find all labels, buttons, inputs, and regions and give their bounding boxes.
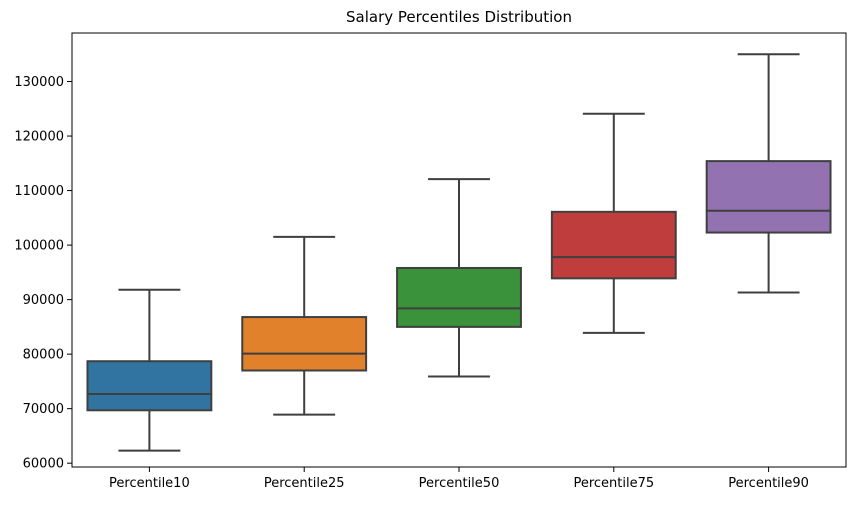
iqr-box	[86, 360, 213, 412]
y-axis-ticks: 60000 70000 80000 90000 100000 110000 120000 13…	[14, 75, 72, 472]
x-tick-label: Percentile10	[109, 476, 190, 491]
box-percentile10	[86, 288, 213, 452]
chart-title: Salary Percentiles Distribution	[346, 8, 572, 26]
y-tick-label: 70000	[23, 402, 64, 417]
iqr-box	[241, 316, 368, 372]
box-percentile50	[396, 178, 522, 378]
y-tick-label: 80000	[23, 348, 64, 363]
y-tick-label: 60000	[23, 457, 64, 472]
x-tick-label: Percentile75	[573, 476, 654, 491]
y-tick-label: 110000	[14, 184, 64, 199]
box-percentile90	[705, 53, 832, 294]
y-tick-label: 120000	[14, 130, 64, 145]
boxes-group	[86, 53, 832, 452]
iqr-box	[705, 160, 832, 234]
y-tick-label: 90000	[23, 293, 64, 308]
y-tick-label: 130000	[14, 75, 64, 90]
x-tick-label: Percentile90	[728, 476, 809, 491]
box-percentile75	[550, 112, 677, 334]
box-percentile25	[241, 235, 368, 416]
x-tick-label: Percentile50	[419, 476, 500, 491]
x-axis-ticks: Percentile10 Percentile25 Percentile50 Perc…	[109, 467, 809, 491]
y-tick-label: 100000	[14, 239, 64, 254]
x-tick-label: Percentile25	[264, 476, 345, 491]
iqr-box	[396, 266, 522, 328]
iqr-box	[550, 210, 677, 280]
